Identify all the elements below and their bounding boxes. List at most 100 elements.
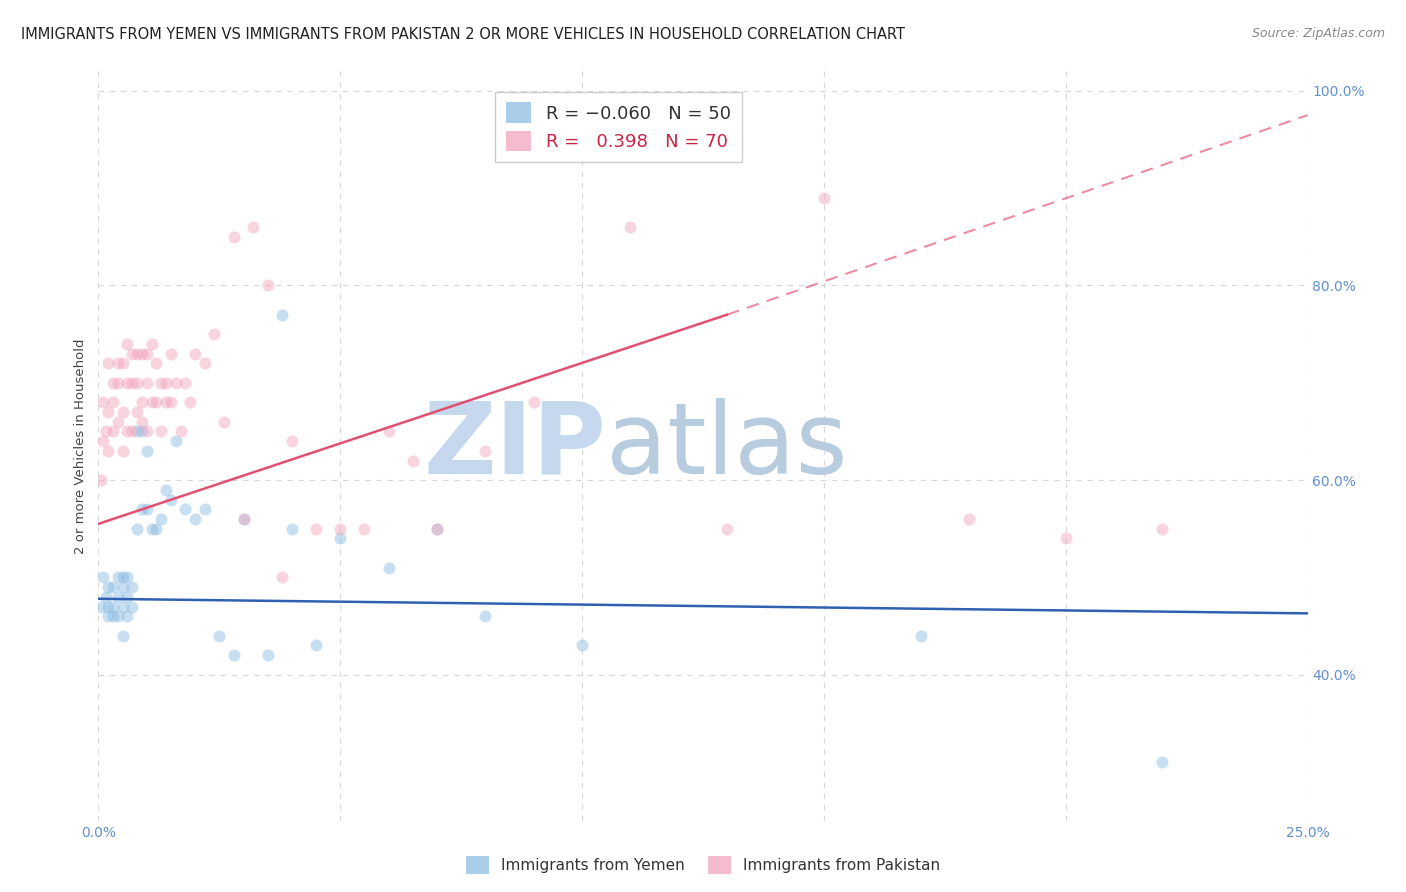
Point bbox=[377, 425, 399, 439]
Point bbox=[101, 395, 124, 409]
Point bbox=[174, 376, 197, 390]
Point bbox=[117, 570, 139, 584]
Point bbox=[111, 356, 134, 370]
Point bbox=[94, 425, 117, 439]
Point bbox=[101, 376, 124, 390]
Point bbox=[619, 220, 641, 235]
Point bbox=[1054, 532, 1077, 546]
Point bbox=[135, 425, 157, 439]
Text: atlas: atlas bbox=[606, 398, 848, 494]
Point bbox=[117, 609, 139, 624]
Point bbox=[305, 522, 328, 536]
Point bbox=[145, 356, 167, 370]
Point bbox=[135, 443, 157, 458]
Point bbox=[353, 522, 375, 536]
Point bbox=[141, 395, 163, 409]
Point bbox=[131, 502, 153, 516]
Point bbox=[165, 376, 187, 390]
Point bbox=[329, 532, 352, 546]
Point bbox=[194, 356, 217, 370]
Point bbox=[957, 512, 980, 526]
Point bbox=[101, 599, 124, 614]
Point bbox=[107, 356, 129, 370]
Point bbox=[160, 346, 183, 360]
Point bbox=[145, 522, 167, 536]
Point bbox=[97, 599, 120, 614]
Point bbox=[127, 425, 149, 439]
Point bbox=[127, 405, 149, 419]
Point bbox=[377, 560, 399, 574]
Point bbox=[90, 599, 112, 614]
Point bbox=[426, 522, 449, 536]
Point bbox=[121, 376, 143, 390]
Point bbox=[107, 376, 129, 390]
Point bbox=[329, 522, 352, 536]
Point bbox=[117, 336, 139, 351]
Point bbox=[910, 629, 932, 643]
Point bbox=[1152, 756, 1174, 770]
Point bbox=[121, 599, 143, 614]
Point bbox=[155, 395, 177, 409]
Point bbox=[256, 278, 278, 293]
Point bbox=[135, 346, 157, 360]
Point bbox=[131, 346, 153, 360]
Point bbox=[117, 425, 139, 439]
Point bbox=[145, 395, 167, 409]
Point bbox=[184, 512, 207, 526]
Point bbox=[174, 502, 197, 516]
Point bbox=[91, 395, 114, 409]
Point bbox=[474, 609, 496, 624]
Point bbox=[208, 629, 231, 643]
Point bbox=[131, 395, 153, 409]
Point bbox=[716, 522, 738, 536]
Point bbox=[135, 376, 157, 390]
Point bbox=[101, 580, 124, 594]
Point bbox=[281, 434, 304, 449]
Point bbox=[571, 94, 593, 108]
Point bbox=[150, 425, 173, 439]
Point bbox=[97, 580, 120, 594]
Point bbox=[97, 609, 120, 624]
Point bbox=[121, 580, 143, 594]
Point bbox=[97, 405, 120, 419]
Point bbox=[111, 570, 134, 584]
Point bbox=[117, 590, 139, 604]
Point bbox=[160, 395, 183, 409]
Point bbox=[111, 443, 134, 458]
Point bbox=[242, 220, 264, 235]
Point bbox=[150, 512, 173, 526]
Point bbox=[184, 346, 207, 360]
Point bbox=[179, 395, 201, 409]
Point bbox=[111, 599, 134, 614]
Point bbox=[90, 473, 112, 487]
Point bbox=[97, 443, 120, 458]
Point bbox=[232, 512, 254, 526]
Point bbox=[474, 443, 496, 458]
Point bbox=[271, 570, 294, 584]
Point bbox=[107, 570, 129, 584]
Point bbox=[813, 191, 835, 205]
Point bbox=[256, 648, 278, 663]
Point bbox=[107, 609, 129, 624]
Point bbox=[305, 639, 328, 653]
Point bbox=[117, 376, 139, 390]
Legend: Immigrants from Yemen, Immigrants from Pakistan: Immigrants from Yemen, Immigrants from P… bbox=[460, 850, 946, 880]
Point bbox=[101, 425, 124, 439]
Point bbox=[155, 376, 177, 390]
Point bbox=[127, 346, 149, 360]
Point bbox=[150, 376, 173, 390]
Point bbox=[523, 395, 546, 409]
Text: ZIP: ZIP bbox=[423, 398, 606, 494]
Point bbox=[111, 629, 134, 643]
Point bbox=[169, 425, 191, 439]
Point bbox=[94, 590, 117, 604]
Point bbox=[204, 327, 226, 342]
Legend: R = −0.060   N = 50, R =   0.398   N = 70: R = −0.060 N = 50, R = 0.398 N = 70 bbox=[495, 92, 741, 162]
Y-axis label: 2 or more Vehicles in Household: 2 or more Vehicles in Household bbox=[75, 338, 87, 554]
Point bbox=[97, 356, 120, 370]
Point bbox=[155, 483, 177, 497]
Text: Source: ZipAtlas.com: Source: ZipAtlas.com bbox=[1251, 27, 1385, 40]
Point bbox=[91, 434, 114, 449]
Point bbox=[232, 512, 254, 526]
Point bbox=[1152, 522, 1174, 536]
